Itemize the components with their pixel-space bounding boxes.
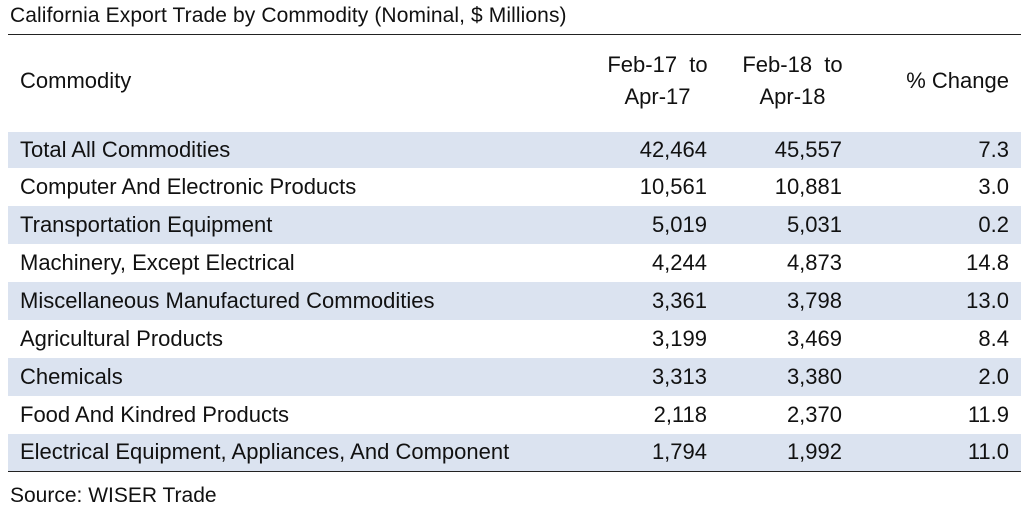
pct-change-cell: 3.0 bbox=[978, 173, 1009, 199]
period-2-cell: 10,881 bbox=[774, 173, 842, 199]
header-period-2-line1: Feb-18 to bbox=[742, 52, 843, 78]
commodity-cell: Chemicals bbox=[8, 357, 590, 396]
table-row: Agricultural Products 3,199 3,469 8.4 bbox=[8, 320, 1021, 358]
header-commodity-label: Commodity bbox=[20, 68, 132, 94]
table-row: Total All Commodities 42,464 45,557 7.3 bbox=[8, 127, 1021, 168]
export-trade-table: Commodity Feb-17 to Apr-17 Feb-18 to Apr… bbox=[8, 34, 1021, 472]
pct-change-cell: 8.4 bbox=[978, 325, 1009, 351]
period-2-cell: 3,798 bbox=[725, 281, 860, 320]
commodity-cell: Agricultural Products bbox=[20, 325, 223, 351]
commodity-cell: Machinery, Except Electrical bbox=[20, 249, 295, 275]
source-note: Source: WISER Trade bbox=[10, 484, 217, 507]
pct-change-cell: 14.8 bbox=[966, 249, 1009, 275]
period-1-cell: 3,361 bbox=[590, 281, 725, 320]
commodity-cell: Electrical Equipment, Appliances, And Co… bbox=[8, 433, 590, 472]
pct-change-cell: 2.0 bbox=[860, 357, 1021, 396]
table-header: Commodity Feb-17 to Apr-17 Feb-18 to Apr… bbox=[8, 34, 1021, 130]
table-row: Food And Kindred Products 2,118 2,370 11… bbox=[8, 396, 1021, 434]
table-row: Transportation Equipment 5,019 5,031 0.2 bbox=[8, 205, 1021, 244]
pct-change-cell: 0.2 bbox=[860, 205, 1021, 244]
table-row: Chemicals 3,313 3,380 2.0 bbox=[8, 357, 1021, 396]
header-period-2-line2: Apr-18 bbox=[759, 84, 826, 110]
commodity-cell: Miscellaneous Manufactured Commodities bbox=[8, 281, 590, 320]
pct-change-cell: 13.0 bbox=[860, 281, 1021, 320]
pct-change-cell: 11.0 bbox=[860, 433, 1021, 472]
header-period-1-line2: Apr-17 bbox=[624, 84, 691, 110]
table-row: Computer And Electronic Products 10,561 … bbox=[8, 168, 1021, 206]
period-1-cell: 1,794 bbox=[590, 433, 725, 472]
commodity-cell: Transportation Equipment bbox=[8, 205, 590, 244]
pct-change-cell: 7.3 bbox=[860, 127, 1021, 168]
header-period-2: Feb-18 to Apr-18 bbox=[725, 34, 860, 130]
period-2-cell: 1,992 bbox=[725, 433, 860, 472]
header-period-1-line1: Feb-17 to bbox=[607, 52, 708, 78]
period-1-cell: 3,313 bbox=[590, 357, 725, 396]
period-2-cell: 45,557 bbox=[725, 127, 860, 168]
period-1-cell: 2,118 bbox=[653, 401, 707, 427]
header-row: Commodity Feb-17 to Apr-17 Feb-18 to Apr… bbox=[8, 34, 1021, 130]
header-period-1: Feb-17 to Apr-17 bbox=[590, 34, 725, 130]
period-1-cell: 4,244 bbox=[651, 249, 707, 275]
period-1-cell: 10,561 bbox=[639, 173, 707, 199]
header-commodity: Commodity bbox=[8, 34, 590, 130]
commodity-cell: Total All Commodities bbox=[8, 127, 590, 168]
header-pct-change: % Change bbox=[860, 34, 1021, 130]
commodity-cell: Computer And Electronic Products bbox=[20, 173, 357, 199]
period-1-cell: 3,199 bbox=[651, 325, 707, 351]
period-1-cell: 42,464 bbox=[590, 127, 725, 168]
header-pct-change-label: % Change bbox=[906, 68, 1009, 94]
commodity-cell: Food And Kindred Products bbox=[20, 401, 290, 427]
period-1-cell: 5,019 bbox=[590, 205, 725, 244]
period-2-cell: 5,031 bbox=[725, 205, 860, 244]
period-2-cell: 3,380 bbox=[725, 357, 860, 396]
table-body: Total All Commodities 42,464 45,557 7.3 … bbox=[8, 127, 1021, 472]
table-row: Machinery, Except Electrical 4,244 4,873… bbox=[8, 244, 1021, 282]
pct-change-cell: 11.9 bbox=[967, 401, 1009, 427]
period-2-cell: 3,469 bbox=[786, 325, 842, 351]
table-title: California Export Trade by Commodity (No… bbox=[10, 4, 567, 27]
period-2-cell: 4,873 bbox=[786, 249, 842, 275]
table-row: Miscellaneous Manufactured Commodities 3… bbox=[8, 281, 1021, 320]
table-row: Electrical Equipment, Appliances, And Co… bbox=[8, 433, 1021, 472]
period-2-cell: 2,370 bbox=[786, 401, 842, 427]
